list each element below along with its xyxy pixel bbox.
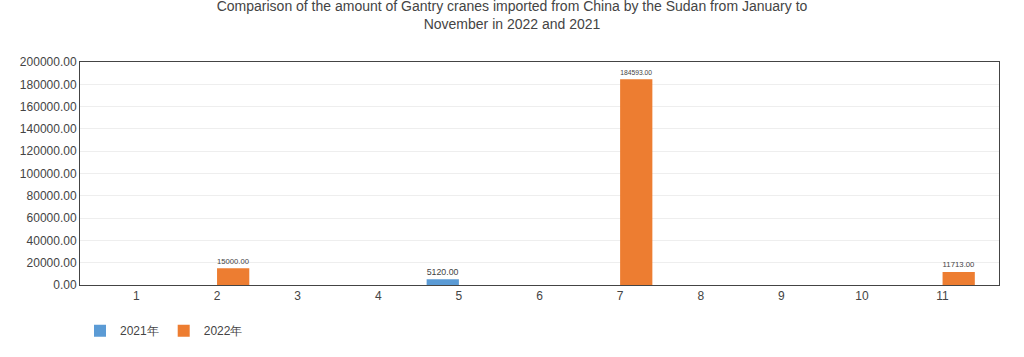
svg-text:5120.00: 5120.00 <box>427 267 459 277</box>
svg-text:1: 1 <box>133 289 140 303</box>
svg-text:Comparison of the amount of Ga: Comparison of the amount of Gantry crane… <box>217 0 808 32</box>
svg-text:15000.00: 15000.00 <box>217 257 249 266</box>
svg-text:100000.00: 100000.00 <box>20 167 77 181</box>
svg-text:7: 7 <box>617 289 624 303</box>
svg-text:10: 10 <box>855 289 869 303</box>
svg-text:9: 9 <box>778 289 785 303</box>
svg-text:20000.00: 20000.00 <box>27 256 77 270</box>
svg-text:4: 4 <box>375 289 382 303</box>
svg-text:2022年: 2022年 <box>204 324 243 338</box>
svg-text:2: 2 <box>214 289 221 303</box>
svg-text:0.00: 0.00 <box>53 278 77 292</box>
svg-text:200000.00: 200000.00 <box>20 55 77 69</box>
svg-text:160000.00: 160000.00 <box>20 100 77 114</box>
svg-text:8: 8 <box>697 289 704 303</box>
svg-text:180000.00: 180000.00 <box>20 78 77 92</box>
svg-text:184593.00: 184593.00 <box>620 69 652 76</box>
svg-text:3: 3 <box>294 289 301 303</box>
svg-text:6: 6 <box>536 289 543 303</box>
svg-text:5: 5 <box>456 289 463 303</box>
svg-text:60000.00: 60000.00 <box>27 211 77 225</box>
svg-text:140000.00: 140000.00 <box>20 122 77 136</box>
svg-text:80000.00: 80000.00 <box>27 189 77 203</box>
svg-text:120000.00: 120000.00 <box>20 144 77 158</box>
svg-text:11: 11 <box>936 289 949 303</box>
svg-text:40000.00: 40000.00 <box>27 234 77 248</box>
svg-text:2021年: 2021年 <box>120 324 159 338</box>
svg-text:11713.00: 11713.00 <box>943 260 975 269</box>
